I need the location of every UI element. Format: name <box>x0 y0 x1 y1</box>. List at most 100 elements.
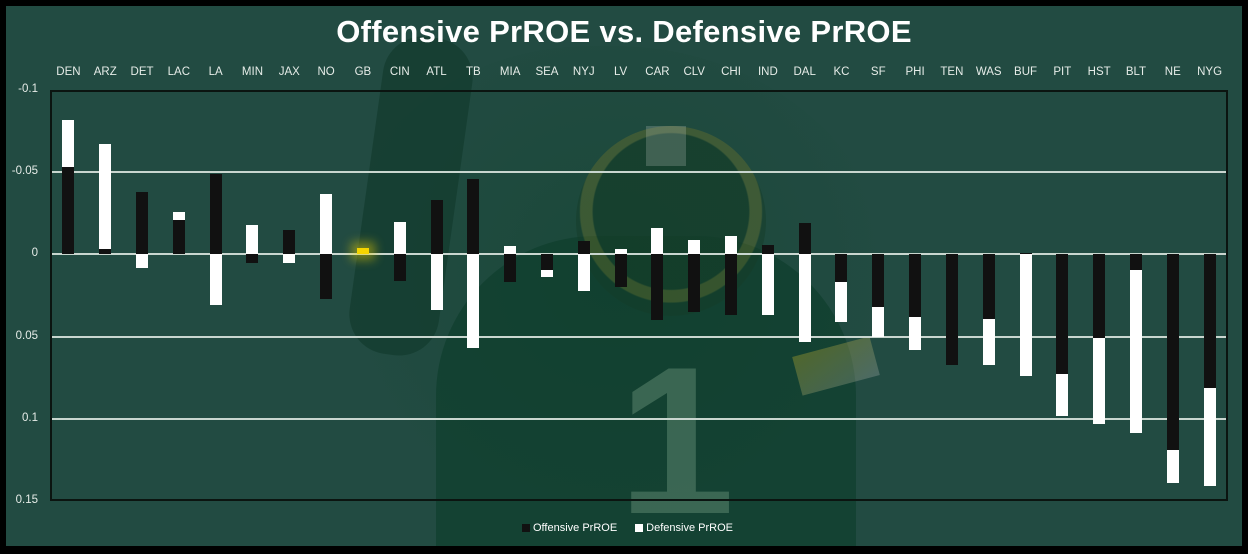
defensive-bar <box>62 119 75 168</box>
x-tick-label: PIT <box>1053 66 1072 78</box>
defensive-bar <box>761 254 774 316</box>
x-tick-label: CAR <box>645 66 670 78</box>
offensive-bar <box>1166 254 1179 451</box>
offensive-bar <box>136 191 149 255</box>
offensive-bar <box>1019 252 1032 255</box>
x-tick-label: TEN <box>940 66 964 78</box>
defensive-bar <box>504 246 517 255</box>
y-tick-label: 0.15 <box>15 494 38 506</box>
offensive-bar <box>835 254 848 283</box>
x-tick-label: DAL <box>793 66 816 78</box>
y-tick-label: 0 <box>31 247 38 260</box>
defensive-bar <box>172 211 185 220</box>
defensive-bar <box>246 224 259 255</box>
offensive-bar <box>1093 254 1106 339</box>
legend-swatch-black-icon <box>522 524 530 532</box>
offensive-bar <box>283 229 296 255</box>
defensive-bar <box>209 254 222 306</box>
defensive-bar <box>651 228 664 255</box>
x-tick-label: ARZ <box>93 66 117 78</box>
gridline <box>50 417 1228 420</box>
x-tick-label: BUF <box>1014 66 1038 78</box>
offensive-bar <box>651 254 664 321</box>
highlight-bar <box>356 247 369 255</box>
offensive-bar <box>761 244 774 255</box>
defensive-bar <box>136 254 149 268</box>
gridline <box>50 335 1228 338</box>
x-tick-label: NYJ <box>572 66 595 78</box>
defensive-bar <box>614 248 627 255</box>
offensive-bar <box>909 254 922 317</box>
x-tick-label: KC <box>833 66 850 78</box>
offensive-bar <box>982 254 995 319</box>
x-tick-label: TB <box>465 66 481 78</box>
x-tick-label: MIA <box>499 66 521 78</box>
offensive-bar <box>99 249 112 255</box>
defensive-bar <box>1203 387 1216 487</box>
y-tick-label: -0.1 <box>18 83 38 95</box>
offensive-bar <box>504 254 517 283</box>
defensive-bar <box>430 254 443 311</box>
y-tick-label: 0.1 <box>22 411 38 424</box>
offensive-bar <box>872 254 885 307</box>
gridline <box>50 171 1228 174</box>
defensive-bar <box>320 193 333 255</box>
x-tick-label: GB <box>354 66 372 78</box>
chart-title: Offensive PrROE vs. Defensive PrROE <box>336 14 912 49</box>
defensive-bar <box>467 254 480 349</box>
defensive-bar <box>909 316 922 350</box>
legend-label-defensive: Defensive PrROE <box>646 522 733 534</box>
offensive-bar <box>320 254 333 299</box>
defensive-bar <box>835 282 848 322</box>
defensive-bar <box>1129 270 1142 433</box>
x-tick-label: IND <box>757 66 778 78</box>
offensive-bar <box>688 254 701 312</box>
x-tick-label: DEN <box>56 66 81 78</box>
offensive-bar <box>393 254 406 281</box>
x-tick-label: CLV <box>683 66 705 78</box>
offensive-bar <box>467 178 480 255</box>
x-tick-label: SF <box>870 66 886 78</box>
offensive-bar <box>614 254 627 288</box>
defensive-bar <box>1019 254 1032 377</box>
plot-area <box>50 90 1228 501</box>
offensive-bar <box>246 254 259 263</box>
x-tick-label: LV <box>613 66 628 78</box>
defensive-bar <box>1056 374 1069 416</box>
y-tick-label: -0.05 <box>11 165 38 178</box>
defensive-bar <box>393 221 406 255</box>
y-tick-label: 0.05 <box>15 329 38 342</box>
gridline <box>50 253 1228 256</box>
offensive-bar <box>172 219 185 255</box>
defensive-bar <box>1093 338 1106 424</box>
defensive-bar <box>540 270 553 278</box>
legend-item-defensive: Defensive PrROE <box>635 522 733 534</box>
offensive-bar <box>945 254 958 365</box>
offensive-bar <box>1056 254 1069 375</box>
defensive-bar <box>872 307 885 337</box>
legend-label-offensive: Offensive PrROE <box>533 522 618 534</box>
x-tick-label: WAS <box>975 66 1002 78</box>
legend-item-offensive: Offensive PrROE <box>522 522 617 534</box>
defensive-bar <box>99 144 112 250</box>
offensive-bar <box>1129 254 1142 270</box>
offensive-bar <box>209 173 222 255</box>
x-tick-label: PHI <box>905 66 925 78</box>
x-tick-label: DET <box>130 66 154 78</box>
legend: Offensive PrROE Defensive PrROE <box>522 522 733 534</box>
x-tick-label: JAX <box>278 66 300 78</box>
defensive-bar <box>577 254 590 291</box>
x-tick-label: NYG <box>1197 66 1223 78</box>
defensive-bar <box>798 254 811 342</box>
x-tick-label: LAC <box>167 66 191 78</box>
x-tick-label: NO <box>317 66 335 78</box>
offensive-bar <box>540 254 553 270</box>
x-tick-label: CIN <box>389 66 410 78</box>
offensive-bar <box>1203 254 1216 388</box>
defensive-bar <box>725 236 738 255</box>
x-tick-label: CHI <box>721 66 741 78</box>
chart-panel: 1 Offensive PrROE vs. Defensive PrROE DE… <box>6 6 1242 546</box>
x-tick-label: MIN <box>241 66 264 78</box>
x-tick-label: LA <box>208 66 223 78</box>
legend-swatch-white-icon <box>635 524 644 532</box>
